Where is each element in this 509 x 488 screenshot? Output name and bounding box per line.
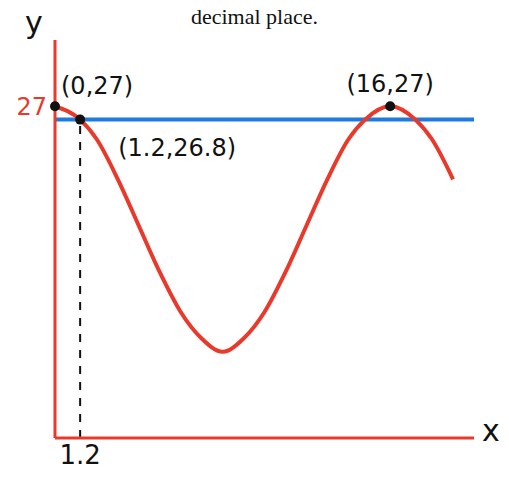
svg-text:1.2: 1.2: [59, 440, 100, 470]
html-text:y: y: [25, 5, 43, 40]
svg-text:(16,27): (16,27): [346, 70, 433, 98]
svg-text:(1.2,26.8): (1.2,26.8): [118, 134, 236, 162]
html-text:x: x: [482, 413, 500, 448]
svg-text:(0,27): (0,27): [61, 72, 133, 100]
html-text:decimal place.: decimal place.: [191, 4, 318, 29]
svg-text:27: 27: [16, 93, 47, 121]
